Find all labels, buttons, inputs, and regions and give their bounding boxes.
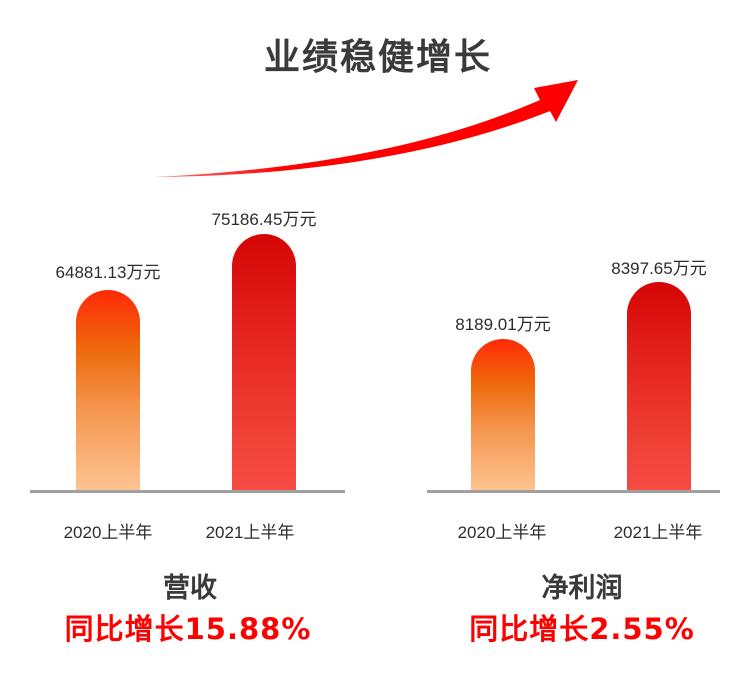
bar-value-label: 8189.01万元 xyxy=(455,315,551,334)
x-axis-label: 2021上半年 xyxy=(613,523,703,542)
bar-value-label: 64881.13万元 xyxy=(55,263,161,282)
metric-title: 净利润 xyxy=(541,573,623,604)
x-axis-label: 2020上半年 xyxy=(457,523,547,542)
bar-2021-revenue xyxy=(232,234,296,491)
metric-title: 营收 xyxy=(163,573,217,604)
page-title: 业绩稳健增长 xyxy=(263,37,492,78)
bar-2020-net-profit xyxy=(471,339,535,491)
growth-rate: 同比增长2.55% xyxy=(469,612,695,646)
x-axis-line xyxy=(427,490,720,493)
x-axis-label: 2021上半年 xyxy=(205,523,295,542)
growth-rate: 同比增长15.88% xyxy=(64,612,312,646)
x-axis-line xyxy=(30,490,345,493)
bar-value-label: 75186.45万元 xyxy=(211,210,317,229)
bar-2020-revenue xyxy=(76,290,140,491)
x-axis-label: 2020上半年 xyxy=(63,523,153,542)
bar-value-label: 8397.65万元 xyxy=(611,259,707,278)
growth-arrow-icon xyxy=(154,80,578,177)
bar-2021-net-profit xyxy=(627,282,691,491)
